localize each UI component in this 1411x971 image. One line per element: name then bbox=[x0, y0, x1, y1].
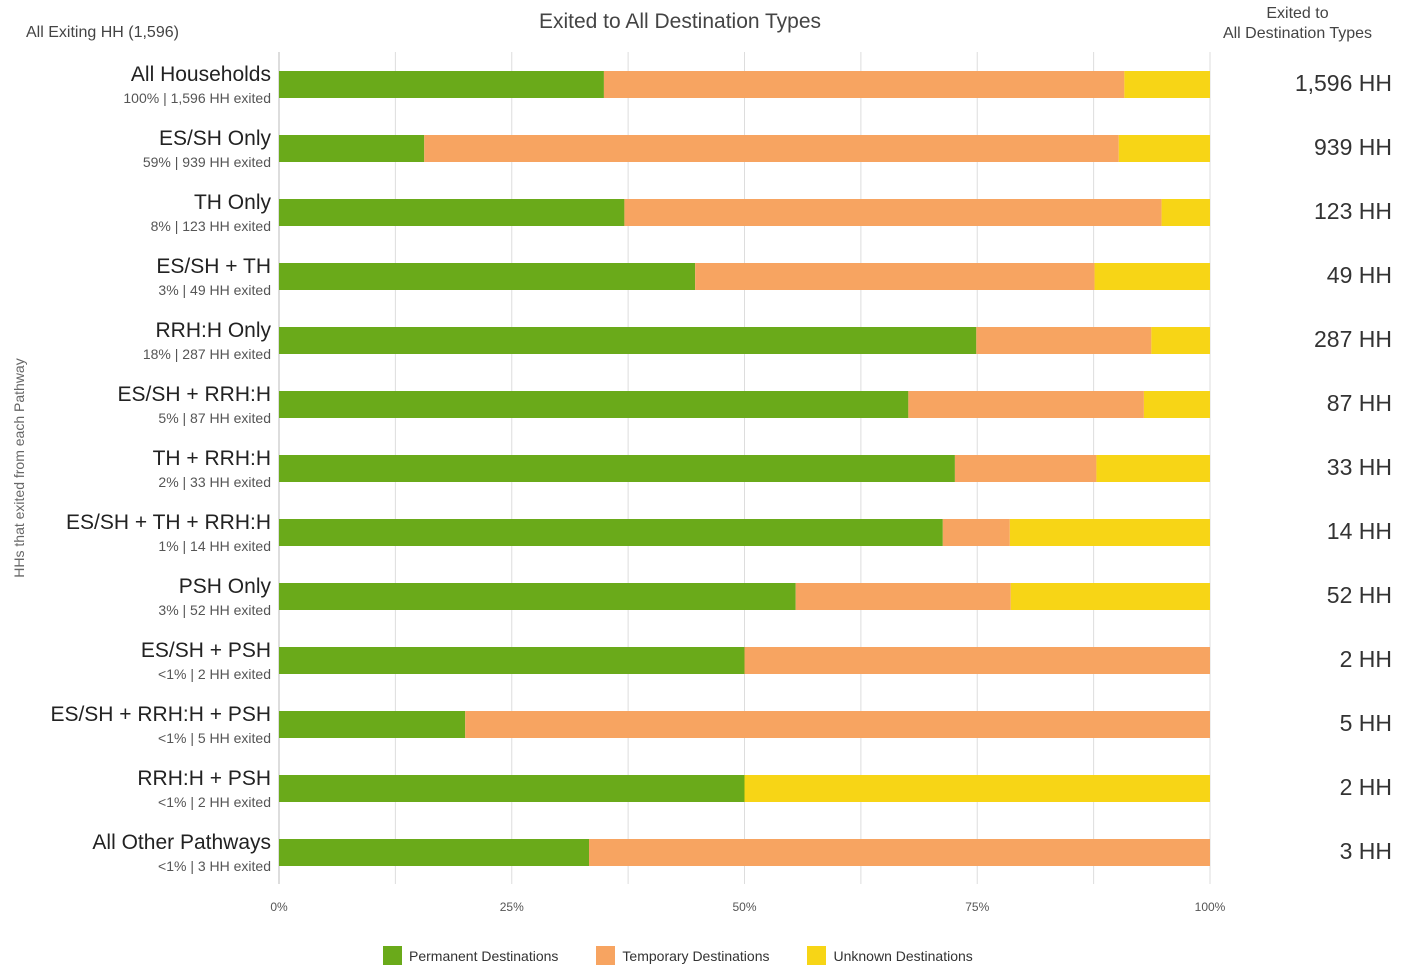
x-tick-label: 100% bbox=[1195, 900, 1226, 914]
category-label: ES/SH + PSH bbox=[141, 639, 271, 662]
chart-legend: Permanent Destinations Temporary Destina… bbox=[383, 946, 1011, 965]
bar-segment-permanent bbox=[279, 519, 943, 546]
row-total: 14 HH bbox=[1327, 518, 1392, 544]
legend-label-unknown: Unknown Destinations bbox=[833, 947, 973, 964]
row-total: 2 HH bbox=[1340, 646, 1392, 672]
bar-segment-temporary bbox=[795, 583, 1011, 610]
category-label: ES/SH + RRH:H bbox=[118, 383, 271, 406]
legend-label-permanent: Permanent Destinations bbox=[409, 947, 559, 964]
row-total: 1,596 HH bbox=[1295, 70, 1392, 96]
category-sublabel: 3% | 52 HH exited bbox=[158, 602, 271, 618]
total-exiting-label: All Exiting HH (1,596) bbox=[26, 24, 179, 41]
x-tick-label: 25% bbox=[500, 900, 524, 914]
bar-segment-temporary bbox=[603, 71, 1125, 98]
category-sublabel: <1% | 2 HH exited bbox=[158, 794, 271, 810]
bar-segment-unknown bbox=[1118, 135, 1210, 162]
row-total: 33 HH bbox=[1327, 454, 1392, 480]
row-total: 52 HH bbox=[1327, 582, 1392, 608]
bar-segment-temporary bbox=[744, 647, 1210, 674]
bar-segment-unknown bbox=[1010, 583, 1210, 610]
x-tick-label: 50% bbox=[732, 900, 756, 914]
category-sublabel: 1% | 14 HH exited bbox=[158, 538, 271, 554]
category-sublabel: <1% | 3 HH exited bbox=[158, 858, 271, 874]
bar-segment-unknown bbox=[744, 775, 1210, 802]
row-total: 49 HH bbox=[1327, 262, 1392, 288]
bar-segment-unknown bbox=[1161, 199, 1210, 226]
x-tick-label: 0% bbox=[270, 900, 288, 914]
bar-segment-permanent bbox=[279, 263, 696, 290]
bar-segment-temporary bbox=[942, 519, 1010, 546]
bar-segment-permanent bbox=[279, 711, 466, 738]
bar-segment-permanent bbox=[279, 647, 745, 674]
bar-segment-temporary bbox=[695, 263, 1095, 290]
bar-segment-permanent bbox=[279, 199, 625, 226]
category-sublabel: 8% | 123 HH exited bbox=[151, 218, 271, 234]
bar-segment-unknown bbox=[1094, 263, 1210, 290]
bar-segment-temporary bbox=[465, 711, 1210, 738]
legend-swatch-permanent bbox=[383, 946, 402, 965]
bar-segment-permanent bbox=[279, 775, 745, 802]
category-sublabel: <1% | 2 HH exited bbox=[158, 666, 271, 682]
category-label: TH + RRH:H bbox=[153, 447, 271, 470]
totals-header-line1: Exited to bbox=[1266, 5, 1329, 22]
bar-segment-permanent bbox=[279, 839, 590, 866]
bar-segment-permanent bbox=[279, 455, 955, 482]
bar-segment-permanent bbox=[279, 327, 977, 354]
bar-segment-temporary bbox=[908, 391, 1144, 418]
legend-label-temporary: Temporary Destinations bbox=[622, 947, 770, 964]
row-total: 3 HH bbox=[1340, 838, 1392, 864]
category-label: ES/SH + TH bbox=[156, 255, 271, 278]
x-tick-label: 75% bbox=[965, 900, 989, 914]
category-label: RRH:H Only bbox=[155, 319, 271, 342]
bar-segment-permanent bbox=[279, 391, 909, 418]
bar-segment-permanent bbox=[279, 135, 425, 162]
bar-segment-permanent bbox=[279, 71, 604, 98]
legend-item-permanent[interactable]: Permanent Destinations bbox=[383, 946, 558, 965]
category-sublabel: 5% | 87 HH exited bbox=[158, 410, 271, 426]
row-total: 87 HH bbox=[1327, 390, 1392, 416]
category-label: PSH Only bbox=[179, 575, 272, 598]
stacked-bar-chart: 0% 25% 50% 75% 100% All Households 100% | 1,59… bbox=[50, 52, 1392, 914]
category-sublabel: 2% | 33 HH exited bbox=[158, 474, 271, 490]
category-sublabel: 3% | 49 HH exited bbox=[158, 282, 271, 298]
totals-header-line2: All Destination Types bbox=[1222, 25, 1373, 42]
bar-segment-unknown bbox=[1096, 455, 1210, 482]
bar-segment-temporary bbox=[976, 327, 1152, 354]
bar-segment-unknown bbox=[1143, 391, 1210, 418]
category-label: ES/SH Only bbox=[159, 127, 272, 150]
row-total: 2 HH bbox=[1340, 774, 1392, 800]
row-total: 123 HH bbox=[1314, 198, 1392, 224]
category-sublabel: 59% | 939 HH exited bbox=[143, 154, 271, 170]
bar-segment-temporary bbox=[589, 839, 1210, 866]
category-label: TH Only bbox=[194, 191, 272, 214]
legend-swatch-unknown bbox=[807, 946, 827, 965]
bar-segment-permanent bbox=[279, 583, 796, 610]
category-label: All Households bbox=[131, 63, 271, 86]
bar-segment-unknown bbox=[1009, 519, 1210, 546]
bar-segment-temporary bbox=[954, 455, 1097, 482]
row-total: 287 HH bbox=[1314, 326, 1392, 352]
category-sublabel: 100% | 1,596 HH exited bbox=[123, 90, 271, 106]
totals-column-header: Exited to All Destination Types bbox=[1190, 4, 1405, 44]
bar-segment-temporary bbox=[624, 199, 1162, 226]
bar-segment-unknown bbox=[1124, 71, 1210, 98]
row-total: 5 HH bbox=[1340, 710, 1392, 736]
category-label: All Other Pathways bbox=[92, 831, 271, 854]
category-sublabel: 18% | 287 HH exited bbox=[143, 346, 271, 362]
category-label: ES/SH + RRH:H + PSH bbox=[50, 703, 271, 726]
legend-item-temporary[interactable]: Temporary Destinations bbox=[596, 946, 769, 965]
legend-item-unknown[interactable]: Unknown Destinations bbox=[807, 946, 973, 965]
legend-swatch-temporary bbox=[596, 946, 616, 965]
row-total: 939 HH bbox=[1314, 134, 1392, 160]
bar-segment-unknown bbox=[1151, 327, 1210, 354]
bar-segment-temporary bbox=[424, 135, 1119, 162]
category-label: RRH:H + PSH bbox=[137, 767, 271, 790]
category-sublabel: <1% | 5 HH exited bbox=[158, 730, 271, 746]
chart-title: Exited to All Destination Types bbox=[538, 10, 822, 33]
category-label: ES/SH + TH + RRH:H bbox=[66, 511, 271, 534]
